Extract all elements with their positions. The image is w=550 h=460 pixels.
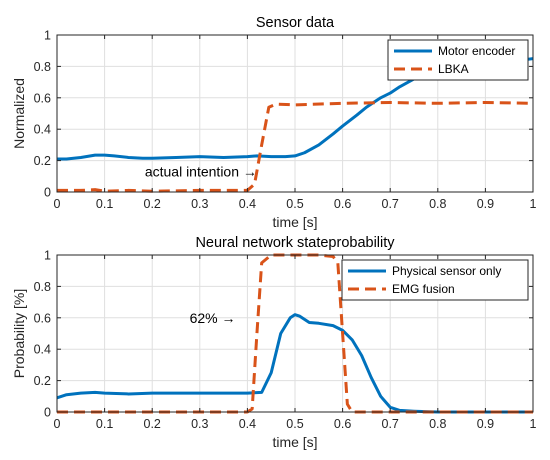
x-tick-label: 0.4 — [239, 197, 256, 211]
legend-box — [387, 39, 529, 81]
chart-title: Sensor data — [256, 15, 335, 31]
legend-label-1: Motor encoder — [438, 44, 515, 58]
legend: Physical sensor only EMG fusion — [341, 259, 529, 301]
x-tick-label: 0.8 — [429, 197, 446, 211]
chart-title: Neural network stateprobability — [195, 235, 395, 251]
x-tick-label: 0.5 — [286, 417, 303, 431]
sensor-data-panel: 0 0.1 0.2 0.3 0.4 0.5 0.6 0.7 0.8 0.9 1 0 0.2 0.4 0.6 0… — [11, 15, 537, 230]
series-line-2 — [57, 253, 533, 414]
x-tick-label: 0.5 — [286, 197, 303, 211]
x-tick-label: 0.6 — [334, 197, 351, 211]
y-tick-label: 0.6 — [34, 311, 51, 325]
x-tick-label: 0.3 — [191, 197, 208, 211]
x-tick-label: 0.6 — [334, 417, 351, 431]
y-tick-label: 1 — [44, 249, 51, 263]
x-tick-label: 0 — [54, 197, 61, 211]
x-tick-label: 0.3 — [191, 417, 208, 431]
legend-label-2: EMG fusion — [392, 282, 455, 296]
y-axis-label: Normalized — [11, 78, 27, 149]
x-tick-label: 0.7 — [382, 417, 399, 431]
legend-label-1: Physical sensor only — [392, 264, 501, 278]
x-tick-label: 0.4 — [239, 417, 256, 431]
legend: Motor encoder LBKA — [387, 39, 529, 81]
x-axis-label: time [s] — [272, 434, 317, 450]
x-tick-label: 0.2 — [144, 197, 161, 211]
x-tick-label: 0.2 — [144, 417, 161, 431]
x-tick-label: 1 — [530, 417, 537, 431]
series-line-1 — [57, 313, 533, 414]
y-tick-label: 0 — [44, 406, 51, 420]
y-tick-label: 0.8 — [34, 280, 51, 294]
x-axis-label: time [s] — [272, 214, 317, 230]
y-tick-label: 1 — [44, 29, 51, 43]
x-tick-label: 0.1 — [96, 417, 113, 431]
x-tick-label: 0 — [54, 417, 61, 431]
legend-label-2: LBKA — [438, 62, 469, 76]
y-tick-label: 0.2 — [34, 154, 51, 168]
legend-box — [341, 259, 529, 301]
annotation-label: 62% → — [190, 310, 236, 326]
series-line-2 — [57, 101, 533, 193]
y-tick-label: 0.4 — [34, 343, 51, 357]
y-tick-label: 0 — [44, 186, 51, 200]
neural-network-panel: 0 0.1 0.2 0.3 0.4 0.5 0.6 0.7 0.8 0.9 1 0 0.2 0.4 0.6 0… — [11, 235, 537, 450]
y-tick-label: 0.4 — [34, 123, 51, 137]
annotation-label: actual intention → — [145, 164, 257, 180]
y-tick-label: 0.6 — [34, 91, 51, 105]
x-tick-label: 1 — [530, 197, 537, 211]
y-tick-label: 0.2 — [34, 374, 51, 388]
x-tick-label: 0.9 — [477, 197, 494, 211]
x-tick-label: 0.1 — [96, 197, 113, 211]
x-tick-label: 0.9 — [477, 417, 494, 431]
x-tick-label: 0.7 — [382, 197, 399, 211]
y-tick-label: 0.8 — [34, 60, 51, 74]
x-tick-label: 0.8 — [429, 417, 446, 431]
y-axis-label: Probability [%] — [11, 289, 27, 378]
